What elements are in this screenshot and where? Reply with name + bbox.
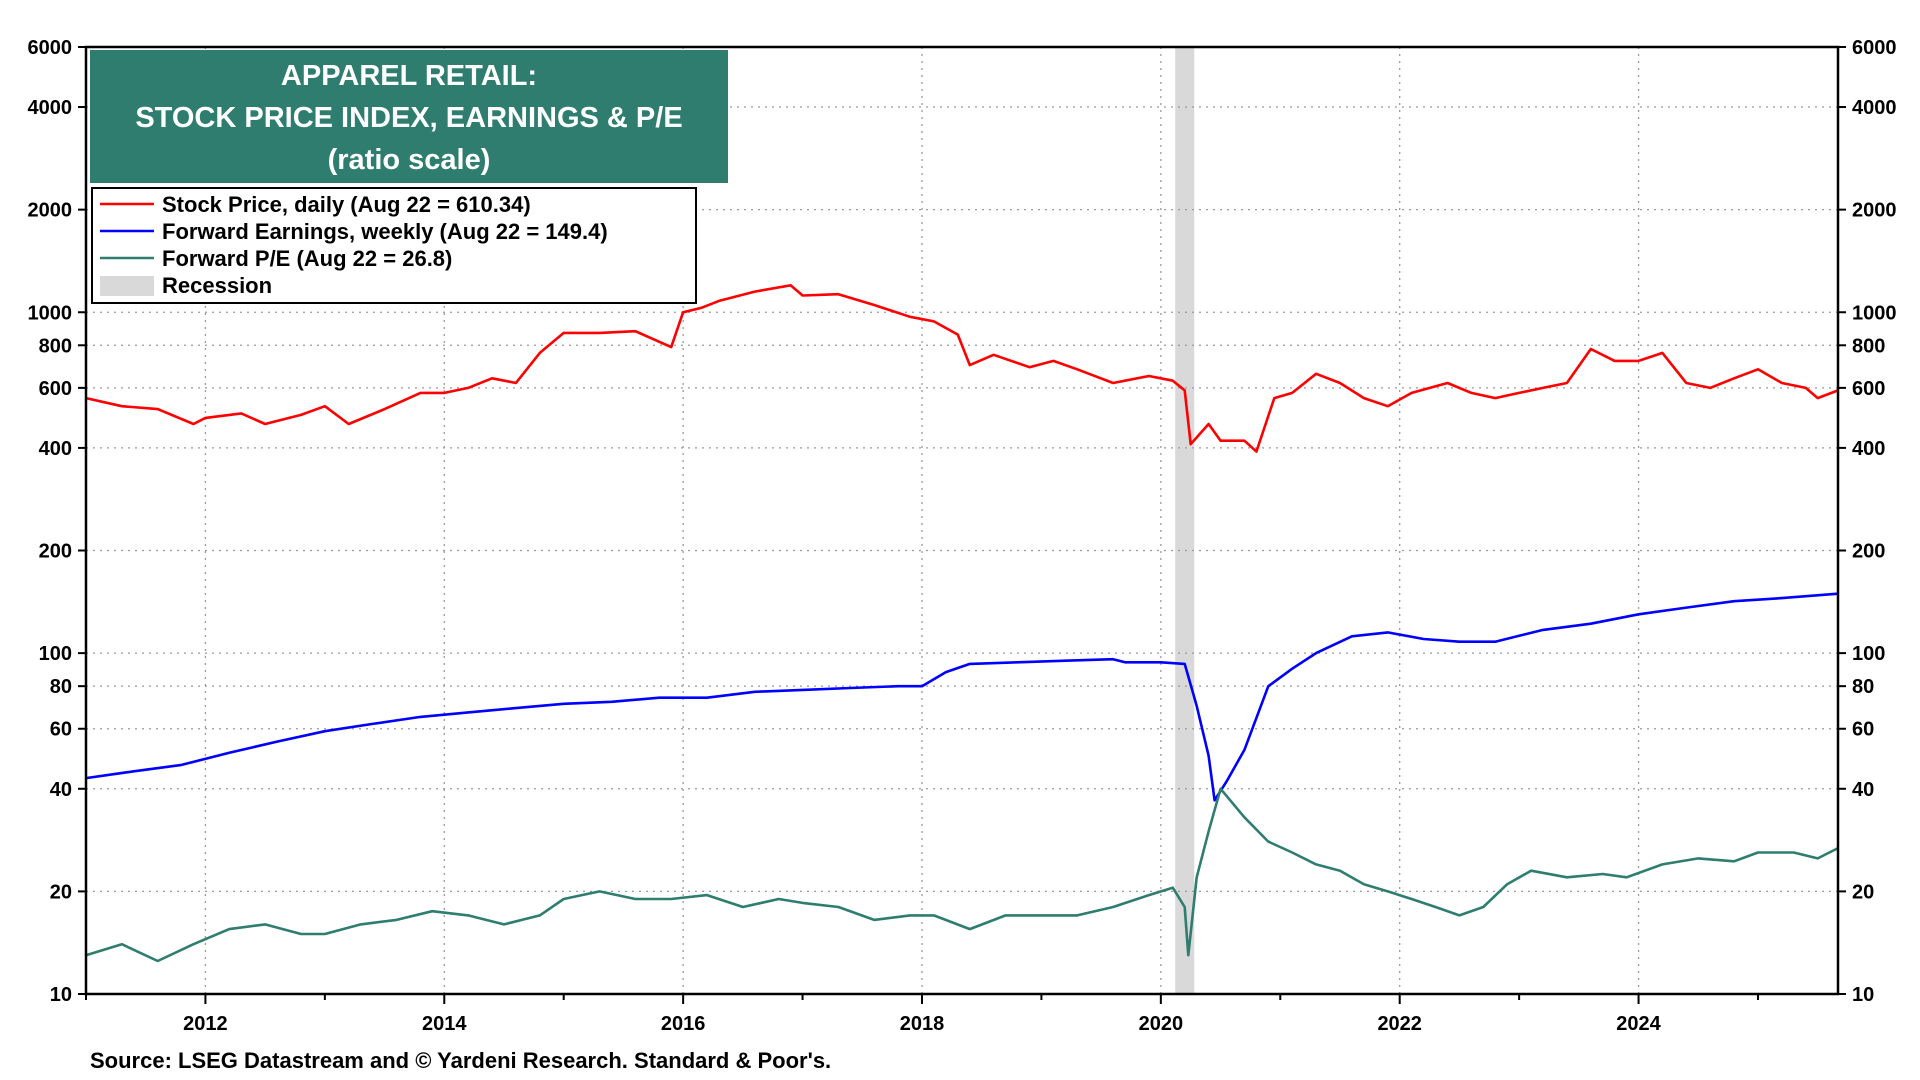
y-tick-label-left: 40 — [50, 779, 72, 801]
y-tick-label-right: 100 — [1852, 643, 1885, 665]
title-line-3: (ratio scale) — [328, 144, 491, 176]
y-tick-label-left: 600 — [39, 378, 72, 400]
y-tick-label-left: 800 — [39, 335, 72, 357]
chart-title-box: APPAREL RETAIL: STOCK PRICE INDEX, EARNI… — [90, 50, 728, 183]
y-tick-label-left: 4000 — [28, 97, 73, 119]
legend-label-forward-pe: Forward P/E (Aug 22 = 26.8) — [162, 246, 452, 271]
y-tick-label-right: 60 — [1852, 719, 1874, 741]
y-tick-label-left: 80 — [50, 676, 72, 698]
legend-frame — [91, 187, 697, 304]
series-layer — [85, 283, 1839, 963]
plot-frame — [84, 45, 1840, 996]
y-tick-label-right: 600 — [1852, 378, 1885, 400]
y-tick-label-right: 4000 — [1852, 97, 1897, 119]
grid-layer — [86, 47, 1838, 994]
title-background — [90, 50, 728, 183]
y-tick-label-right: 20 — [1852, 881, 1874, 903]
y-tick-label-right: 2000 — [1852, 200, 1897, 222]
source-note: Source: LSEG Datastream and © Yardeni Re… — [90, 1048, 831, 1073]
y-tick-label-right: 6000 — [1852, 37, 1897, 59]
y-tick-label-right: 1000 — [1852, 302, 1897, 324]
x-tick-label: 2020 — [1139, 1013, 1184, 1035]
legend-label-recession: Recession — [162, 273, 272, 298]
y-tick-label-left: 10 — [50, 984, 72, 1006]
x-tick-label: 2016 — [661, 1013, 706, 1035]
x-tick-label: 2024 — [1616, 1013, 1661, 1035]
y-tick-label-left: 20 — [50, 881, 72, 903]
x-tick-label: 2014 — [422, 1013, 467, 1035]
series-line-stock-price-daily — [85, 283, 1839, 453]
series-line-forward-earnings-weekly — [85, 592, 1839, 802]
y-tick-label-left: 100 — [39, 643, 72, 665]
y-tick-label-right: 80 — [1852, 676, 1874, 698]
title-line-1: APPAREL RETAIL: — [281, 60, 537, 92]
y-tick-label-left: 2000 — [28, 200, 73, 222]
y-tick-label-left: 200 — [39, 541, 72, 563]
x-tick-label: 2012 — [183, 1013, 228, 1035]
recession-band — [1175, 47, 1195, 994]
y-tick-label-right: 400 — [1852, 438, 1885, 460]
series-line-forward-p-e — [85, 787, 1839, 963]
x-tick-label: 2022 — [1377, 1013, 1422, 1035]
legend: Stock Price, daily (Aug 22 = 610.34) For… — [91, 187, 697, 304]
y-tick-label-left: 60 — [50, 719, 72, 741]
y-tick-label-right: 800 — [1852, 335, 1885, 357]
recession-band-layer — [1175, 47, 1195, 994]
legend-label-forward-earnings: Forward Earnings, weekly (Aug 22 = 149.4… — [162, 219, 608, 244]
legend-label-stock-price: Stock Price, daily (Aug 22 = 610.34) — [162, 192, 531, 217]
y-tick-label-right: 10 — [1852, 984, 1874, 1006]
title-line-2: STOCK PRICE INDEX, EARNINGS & P/E — [135, 102, 682, 134]
y-tick-label-right: 200 — [1852, 541, 1885, 563]
y-tick-label-left: 1000 — [28, 302, 73, 324]
y-tick-label-left: 6000 — [28, 37, 73, 59]
y-tick-label-left: 400 — [39, 438, 72, 460]
legend-swatch-recession — [100, 276, 154, 296]
x-tick-label: 2018 — [900, 1013, 945, 1035]
y-tick-label-right: 40 — [1852, 779, 1874, 801]
